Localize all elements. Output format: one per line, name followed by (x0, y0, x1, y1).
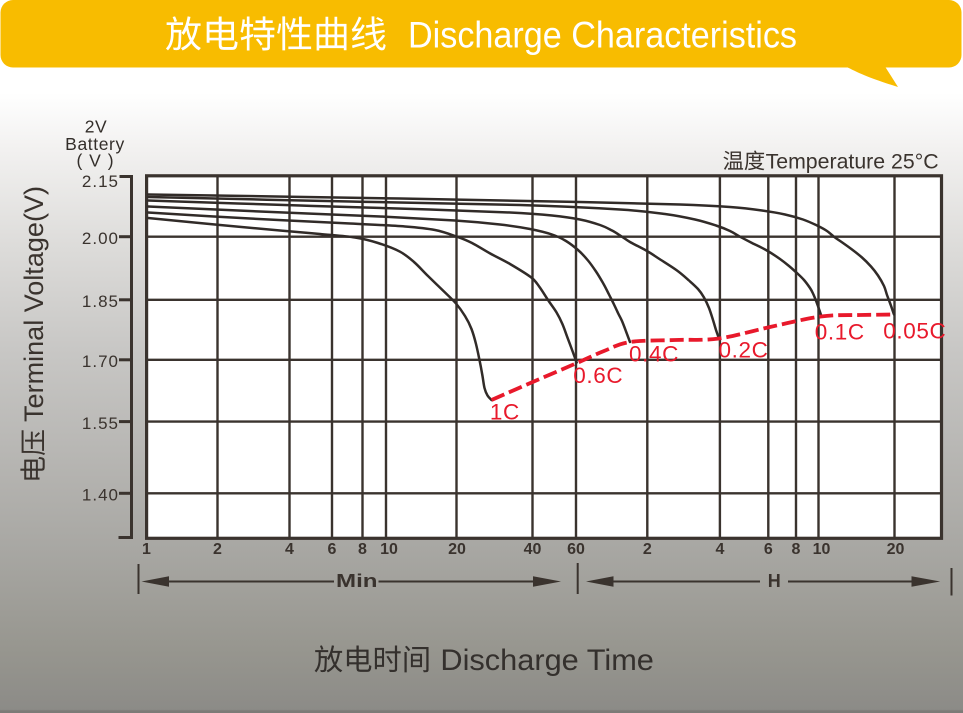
svg-text:6: 6 (328, 541, 337, 558)
svg-text:0.05C: 0.05C (883, 319, 946, 344)
svg-text:1.70: 1.70 (82, 352, 119, 371)
svg-text:0.4C: 0.4C (629, 342, 679, 367)
svg-text:0.1C: 0.1C (815, 320, 865, 345)
svg-text:20: 20 (448, 541, 466, 558)
svg-text:60: 60 (567, 541, 585, 558)
svg-text:40: 40 (524, 541, 542, 558)
svg-text:Min: Min (336, 571, 378, 591)
svg-text:H: H (768, 571, 781, 591)
svg-text:2V: 2V (85, 117, 108, 137)
svg-text:6: 6 (764, 541, 773, 558)
svg-text:0.6C: 0.6C (573, 363, 623, 388)
svg-text:1.85: 1.85 (82, 292, 119, 311)
svg-text:20: 20 (887, 541, 905, 558)
svg-text:2: 2 (213, 541, 222, 558)
svg-text:( V ): ( V ) (76, 151, 114, 171)
svg-text:1.40: 1.40 (82, 486, 119, 505)
svg-text:4: 4 (715, 541, 724, 558)
svg-text:2.15: 2.15 (82, 172, 119, 191)
svg-text:8: 8 (358, 541, 367, 558)
svg-text:10: 10 (380, 541, 398, 558)
svg-text:1: 1 (142, 541, 151, 558)
svg-text:2.00: 2.00 (82, 229, 119, 248)
svg-text:1.55: 1.55 (82, 414, 119, 433)
svg-text:Battery: Battery (65, 134, 125, 154)
svg-text:1C: 1C (490, 400, 520, 425)
svg-text:2: 2 (643, 541, 652, 558)
svg-text:Terminal Voltage(V): Terminal Voltage(V) (19, 186, 49, 422)
svg-text:10: 10 (813, 541, 831, 558)
svg-text:Temperature 25°C: Temperature 25°C (766, 150, 939, 174)
svg-text:Discharge Characteristics: Discharge Characteristics (408, 14, 797, 56)
svg-text:4: 4 (285, 541, 294, 558)
svg-text:0.2C: 0.2C (719, 338, 769, 363)
svg-text:8: 8 (792, 541, 801, 558)
svg-text:Discharge Time: Discharge Time (440, 644, 654, 677)
